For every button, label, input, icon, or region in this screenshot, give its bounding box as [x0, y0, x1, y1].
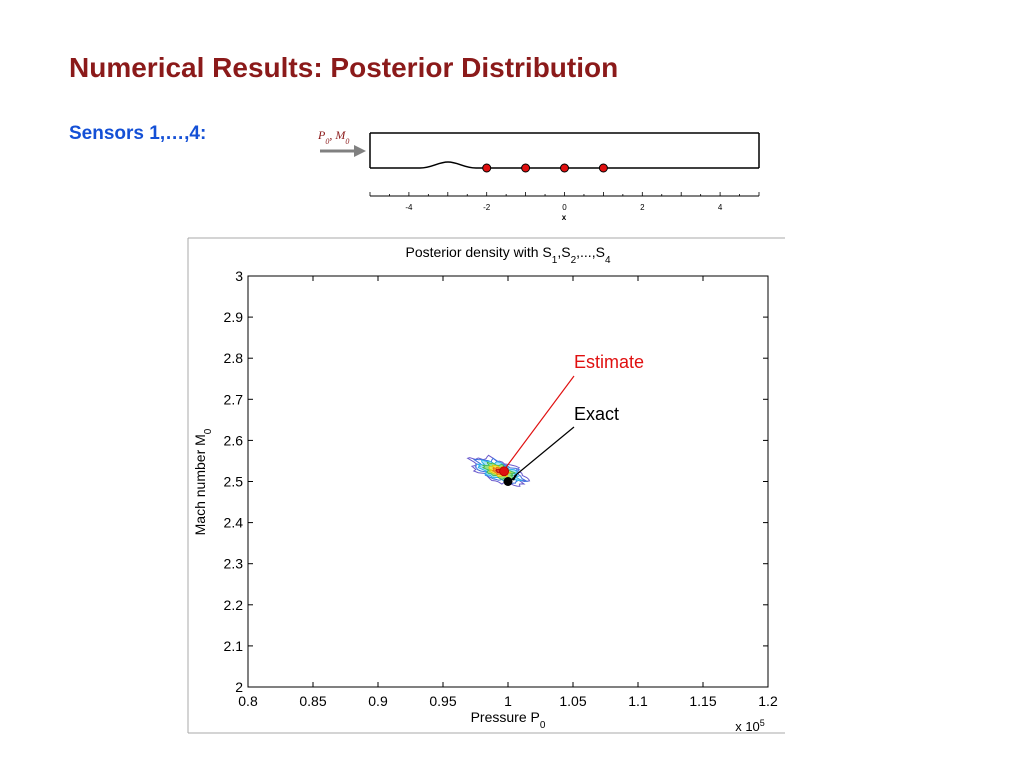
estimate-marker	[499, 466, 510, 477]
nozzle-tick-label: 0	[562, 203, 567, 212]
sensor-markers	[482, 163, 608, 173]
x-tick-label: 0.9	[368, 693, 388, 709]
inflow-label-m: M	[334, 128, 346, 142]
exact-marker	[503, 477, 513, 486]
y-tick-label: 2.8	[224, 350, 244, 366]
x-multiplier-base: x 10	[735, 719, 760, 734]
inflow-label-p-sub: 0	[325, 137, 329, 146]
sensors-label: Sensors 1,…,4:	[69, 123, 207, 144]
exact-pointer	[513, 426, 575, 477]
y-axis-label-main: Mach number M	[192, 434, 208, 535]
inflow-label: P0, M0	[317, 128, 349, 146]
chart-title-sub-4: 4	[605, 255, 611, 266]
y-tick-label: 3	[235, 268, 243, 284]
x-multiplier-exp: 5	[760, 718, 765, 728]
chart-title-mid2: ,...,S	[576, 244, 605, 260]
chart-title-sub-1: 1	[552, 255, 558, 266]
x-tick-label: 1.2	[758, 693, 778, 709]
chart-title-main: Posterior density with S	[405, 244, 551, 260]
figure-frame	[187, 237, 785, 734]
posterior-plot: Posterior density with S1,S2,...,S4 0.8 0…	[192, 244, 778, 734]
nozzle-tick-label: 2	[640, 203, 645, 212]
y-axis-label-sub: 0	[203, 428, 214, 434]
nozzle-tick-label: 4	[718, 203, 723, 212]
y-tick-label: 2.3	[224, 556, 244, 572]
y-tick-label: 2.1	[224, 638, 244, 654]
inflow-label-m-sub: 0	[345, 137, 349, 146]
y-tick-label: 2.2	[224, 597, 244, 613]
x-multiplier: x 105	[735, 718, 765, 734]
slide-title: Numerical Results: Posterior Distributio…	[69, 52, 619, 83]
sensor-marker-4	[598, 163, 608, 173]
exact-label: Exact	[574, 404, 619, 424]
x-tick-label: 0.95	[429, 693, 456, 709]
nozzle-x-axis-label: x	[562, 213, 567, 222]
inflow-label-sep: ,	[329, 128, 335, 142]
chart-title-sub-2: 2	[571, 255, 577, 266]
nozzle-outline	[369, 132, 760, 169]
x-axis-label: Pressure P0	[471, 709, 546, 731]
x-axis-label-main: Pressure P	[471, 709, 540, 725]
estimate-label: Estimate	[574, 352, 644, 372]
x-tick-label: 1	[504, 693, 512, 709]
nozzle-tick-label: -2	[483, 203, 491, 212]
x-tick-label: 1.1	[628, 693, 648, 709]
sensor-marker-2	[521, 163, 531, 173]
x-tick-label: 1.15	[689, 693, 716, 709]
inflow-arrow	[320, 145, 366, 157]
y-tick-label: 2.7	[224, 391, 244, 407]
nozzle-tick-labels: -4 -2 0 2 4	[405, 203, 723, 212]
y-tick-label: 2.5	[224, 474, 244, 490]
y-tick-marks	[248, 275, 768, 688]
y-tick-labels: 2 2.1 2.2 2.3 2.4 2.5 2.6 2.7 2.8 2.9 3	[224, 268, 244, 695]
chart-title: Posterior density with S1,S2,...,S4	[405, 244, 610, 266]
y-tick-label: 2.9	[224, 309, 244, 325]
y-axis-label: Mach number M0	[192, 428, 214, 535]
y-tick-label: 2.6	[224, 432, 244, 448]
x-tick-marks	[247, 276, 769, 687]
x-tick-label: 0.8	[238, 693, 258, 709]
exact-arrowhead	[511, 471, 519, 481]
chart-title-mid: ,S	[557, 244, 570, 260]
inflow-label-p: P	[317, 128, 326, 142]
nozzle-tick-label: -4	[405, 203, 413, 212]
nozzle-tick-marks	[369, 192, 760, 196]
x-axis-label-sub: 0	[540, 720, 546, 731]
sensor-marker-1	[482, 163, 492, 173]
nozzle-x-axis: -4 -2 0 2 4 x	[369, 192, 760, 222]
y-tick-label: 2.4	[224, 515, 244, 531]
x-tick-labels: 0.8 0.85 0.9 0.95 1 1.05 1.1 1.15 1.2	[238, 693, 778, 709]
y-tick-label: 2	[235, 679, 243, 695]
annotations: Estimate Exact	[499, 352, 644, 486]
sensor-marker-3	[560, 163, 569, 173]
x-tick-label: 0.85	[299, 693, 326, 709]
estimate-pointer	[505, 375, 575, 468]
nozzle-group: P0, M0 -4 -2 0 2 4 x	[317, 128, 760, 222]
x-tick-label: 1.05	[559, 693, 586, 709]
